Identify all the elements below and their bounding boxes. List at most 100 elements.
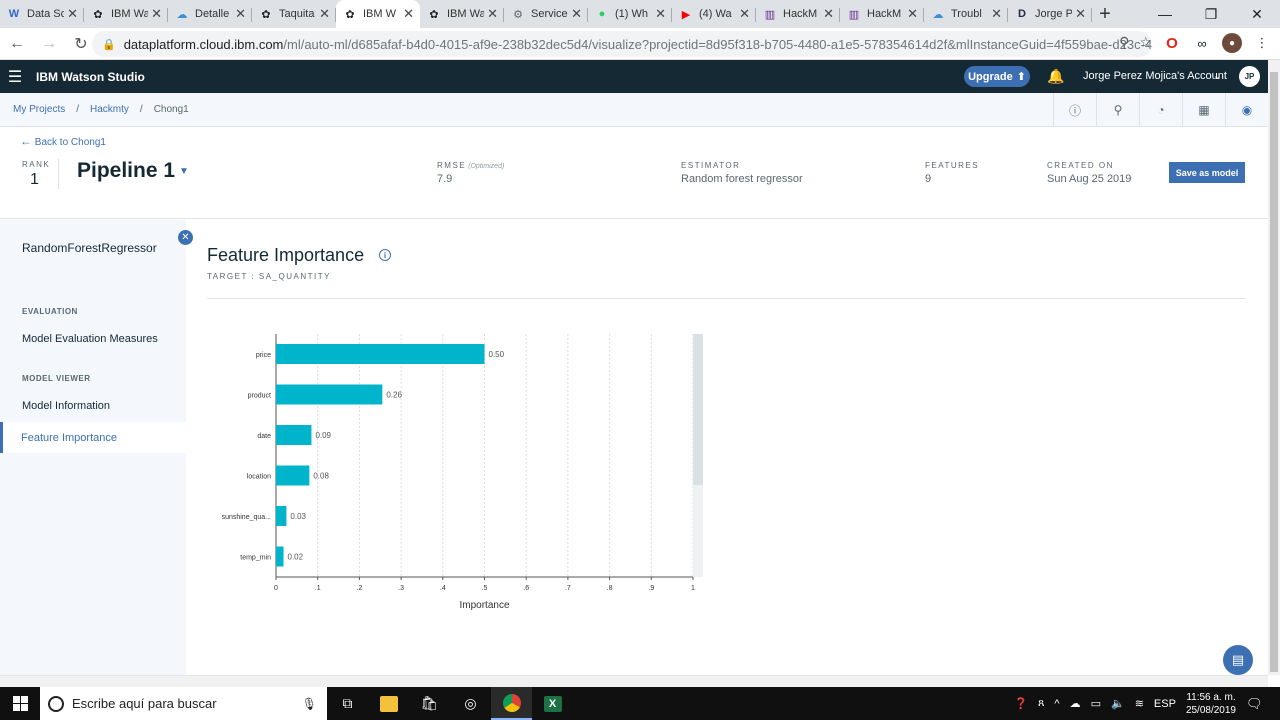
back-link[interactable]: ← Back to Chong1 [20,134,106,148]
close-tab-icon[interactable]: ✕ [1075,6,1086,21]
pipeline-title[interactable]: Pipeline 1 ▼ [77,159,189,183]
profile-avatar-icon[interactable]: ● [1222,33,1242,53]
horizontal-scrollbar[interactable] [0,675,1268,687]
browser-tab[interactable]: ☁ Troubl ✕ [924,0,1008,28]
value-label: 0.09 [315,431,331,440]
store-icon[interactable]: 🛍 [420,695,439,711]
infinity-icon[interactable]: ∞ [1197,35,1207,51]
x-axis-title: Importance [459,600,509,611]
close-tab-icon[interactable]: ✕ [655,6,666,21]
sidebar-item-model-information[interactable]: Model Information [22,399,111,412]
browser-tab[interactable]: D Jorge P ✕ [1008,0,1092,28]
x-tick-label: .7 [565,585,571,592]
browser-tab[interactable]: W Data Sc ✕ [0,0,84,28]
reload-icon[interactable]: ↻ [74,35,88,53]
save-as-model-button[interactable]: Save as model [1169,162,1245,183]
excel-icon[interactable]: X [532,687,573,720]
wikipedia-icon: W [8,8,20,20]
sidebar-item-feature-importance[interactable]: Feature Importance [0,422,186,453]
compass-tool-icon[interactable]: ◉ [1225,93,1268,127]
bookmark-star-icon[interactable]: ☆ [1139,34,1152,50]
zoom-icon[interactable]: ⚲ [1119,34,1130,50]
taskbar-search[interactable]: Escribe aquí para buscar 🎙 [40,687,327,720]
volume-icon[interactable]: 🔈 [1111,698,1125,710]
info-tool-icon[interactable]: ⓘ [1053,93,1096,127]
back-arrow-icon[interactable]: ← [9,34,25,52]
close-tab-icon[interactable]: ✕ [739,6,750,21]
caret-down-icon[interactable]: ▼ [179,165,189,177]
browser-tab[interactable]: ▶ (4) Wa ✕ [672,0,756,28]
close-tab-icon[interactable]: ✕ [571,6,582,21]
close-tab-icon[interactable]: ✕ [991,6,1002,21]
browser-tab[interactable]: ✿ Taquita ✕ [252,0,336,28]
breadcrumb-my-projects[interactable]: My Projects [13,104,66,115]
x-tick-label: .6 [523,585,529,592]
forward-arrow-icon[interactable]: → [41,34,57,52]
x-tick-label: .2 [356,585,362,592]
minimize-icon[interactable]: — [1158,6,1172,22]
account-switcher[interactable]: Jorge Perez Mojica's Account [1083,70,1227,82]
battery-icon[interactable]: ▭ [1090,698,1101,710]
close-tab-icon[interactable]: ✕ [403,6,414,21]
url-input[interactable]: 🔒 dataplatform.cloud.ibm.com/ml/auto-ml/… [92,31,1152,57]
close-tab-icon[interactable]: ✕ [907,6,918,21]
close-tab-icon[interactable]: ✕ [823,6,834,21]
new-tab-button[interactable]: + [1099,2,1111,25]
chat-tool-icon[interactable]: ◔ [1139,93,1182,127]
scrollbar-thumb[interactable] [1270,72,1278,672]
browser-tab[interactable]: ✿ IBM Wa ✕ [84,0,168,28]
browser-tab[interactable]: ☁ Detalle ✕ [168,0,252,28]
onedrive-icon[interactable]: ☁ [1069,698,1081,710]
chrome-icon[interactable] [491,687,532,720]
breadcrumb-separator: / [139,104,143,115]
people-icon[interactable]: ጸ [1037,697,1045,709]
maximize-icon[interactable]: ❐ [1204,5,1218,22]
upgrade-button[interactable]: Upgrade ⬆ [964,66,1030,87]
windows-start-icon[interactable] [0,687,40,720]
browser-tab[interactable]: ● (1) Wh ✕ [588,0,672,28]
browser-tab[interactable]: ⚙ Service ✕ [504,0,588,28]
created-label: CREATED ON [1047,161,1114,170]
brand-title: IBM Watson Studio [36,69,145,84]
hamburger-menu-icon[interactable]: ☰ [7,68,23,86]
window-controls: — ❐ ✕ [1142,0,1280,28]
system-tray: ❓ ጸ ^ ☁ ▭ 🔈 ≋ ESP 11:56 a. m. 25/08/2019… [1014,687,1280,720]
close-tab-icon[interactable]: ✕ [319,6,330,21]
close-tab-icon[interactable]: ✕ [235,6,246,21]
browser-tab[interactable]: ▥ HackM ✕ [840,0,924,28]
microphone-icon[interactable]: 🎙 [301,696,317,711]
user-avatar[interactable]: JP [1239,66,1260,87]
browser-tab[interactable]: ▥ HackM ✕ [756,0,840,28]
breadcrumb-bar: My Projects / Hackmty / Chong1 ⓘ ⚲ ◔ ▦ ◉ [0,93,1268,127]
task-view-icon[interactable]: ⧉ [342,695,353,711]
close-tab-icon[interactable]: ✕ [151,6,162,21]
help-icon[interactable]: ❓ [1014,698,1028,710]
grid-tool-icon[interactable]: ▦ [1182,93,1225,127]
opera-icon[interactable]: O [1166,34,1178,52]
browser-tab[interactable]: ✿ IBM Wa ✕ [420,0,504,28]
windows-taskbar: Escribe aquí para buscar 🎙 ⧉ 🛍 ◎ X ❓ ጸ ^… [0,687,1280,720]
extensions: O ∞ ● ⋮ [1162,33,1272,53]
menu-dots-icon[interactable]: ⋮ [1255,35,1269,50]
wifi-icon[interactable]: ≋ [1134,698,1144,710]
chevron-up-icon[interactable]: ^ [1054,697,1060,710]
close-panel-icon[interactable]: ✕ [178,230,193,245]
steam-icon[interactable]: ◎ [464,695,477,711]
close-tab-icon[interactable]: ✕ [67,6,78,21]
page-scrollbar[interactable] [1268,60,1280,675]
file-explorer-icon[interactable] [368,687,409,720]
chevron-down-icon[interactable]: ⌄ [1213,70,1223,82]
notifications-bell-icon[interactable]: 🔔 [1047,68,1065,84]
breadcrumb-project[interactable]: Hackmty [90,104,129,115]
clock[interactable]: 11:56 a. m. 25/08/2019 [1186,691,1236,717]
search-tool-icon[interactable]: ⚲ [1096,93,1139,127]
info-icon[interactable]: i [379,249,391,261]
close-tab-icon[interactable]: ✕ [487,6,498,21]
close-window-icon[interactable]: ✕ [1251,5,1263,22]
chat-support-icon[interactable]: ▤ [1223,645,1253,675]
sidebar-item-evaluation-measures[interactable]: Model Evaluation Measures [22,332,158,345]
notification-center-icon[interactable]: 🗨 [1246,695,1263,711]
language-indicator[interactable]: ESP [1153,697,1176,710]
rmse-value: 7.9 [437,173,453,185]
browser-tab[interactable]: ✿ IBM W ✕ [336,0,420,28]
